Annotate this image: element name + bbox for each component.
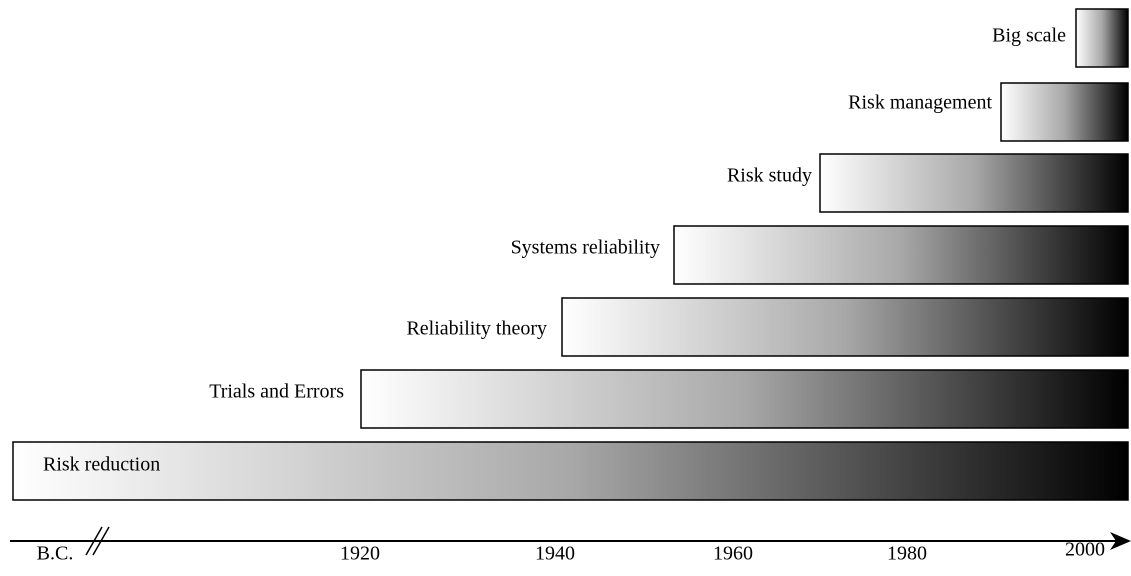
period-bar	[819, 153, 1129, 213]
period-label: Trials and Errors	[209, 381, 344, 403]
axis-break	[92, 526, 110, 556]
axis-label: 1920	[340, 543, 380, 565]
period-label: Systems reliability	[511, 237, 660, 259]
axis-label: 1980	[887, 543, 927, 565]
period-label: Big scale	[992, 25, 1066, 47]
period-bar	[360, 369, 1129, 429]
axis-label: 1960	[713, 543, 753, 565]
axis-label: 1940	[535, 543, 575, 565]
period-bar	[12, 441, 1129, 501]
period-bar	[1075, 8, 1129, 68]
axis-label: B.C.	[37, 543, 74, 565]
axis-label: 2000	[1065, 539, 1105, 561]
period-label: Reliability theory	[406, 318, 547, 340]
period-label: Risk study	[727, 165, 812, 187]
axis-break	[85, 526, 103, 556]
period-bar	[1000, 82, 1129, 142]
period-label: Risk management	[848, 92, 992, 114]
period-bar	[561, 297, 1129, 357]
period-label: Risk reduction	[43, 454, 160, 476]
axis-arrow	[1110, 532, 1131, 550]
period-bar	[673, 225, 1129, 285]
